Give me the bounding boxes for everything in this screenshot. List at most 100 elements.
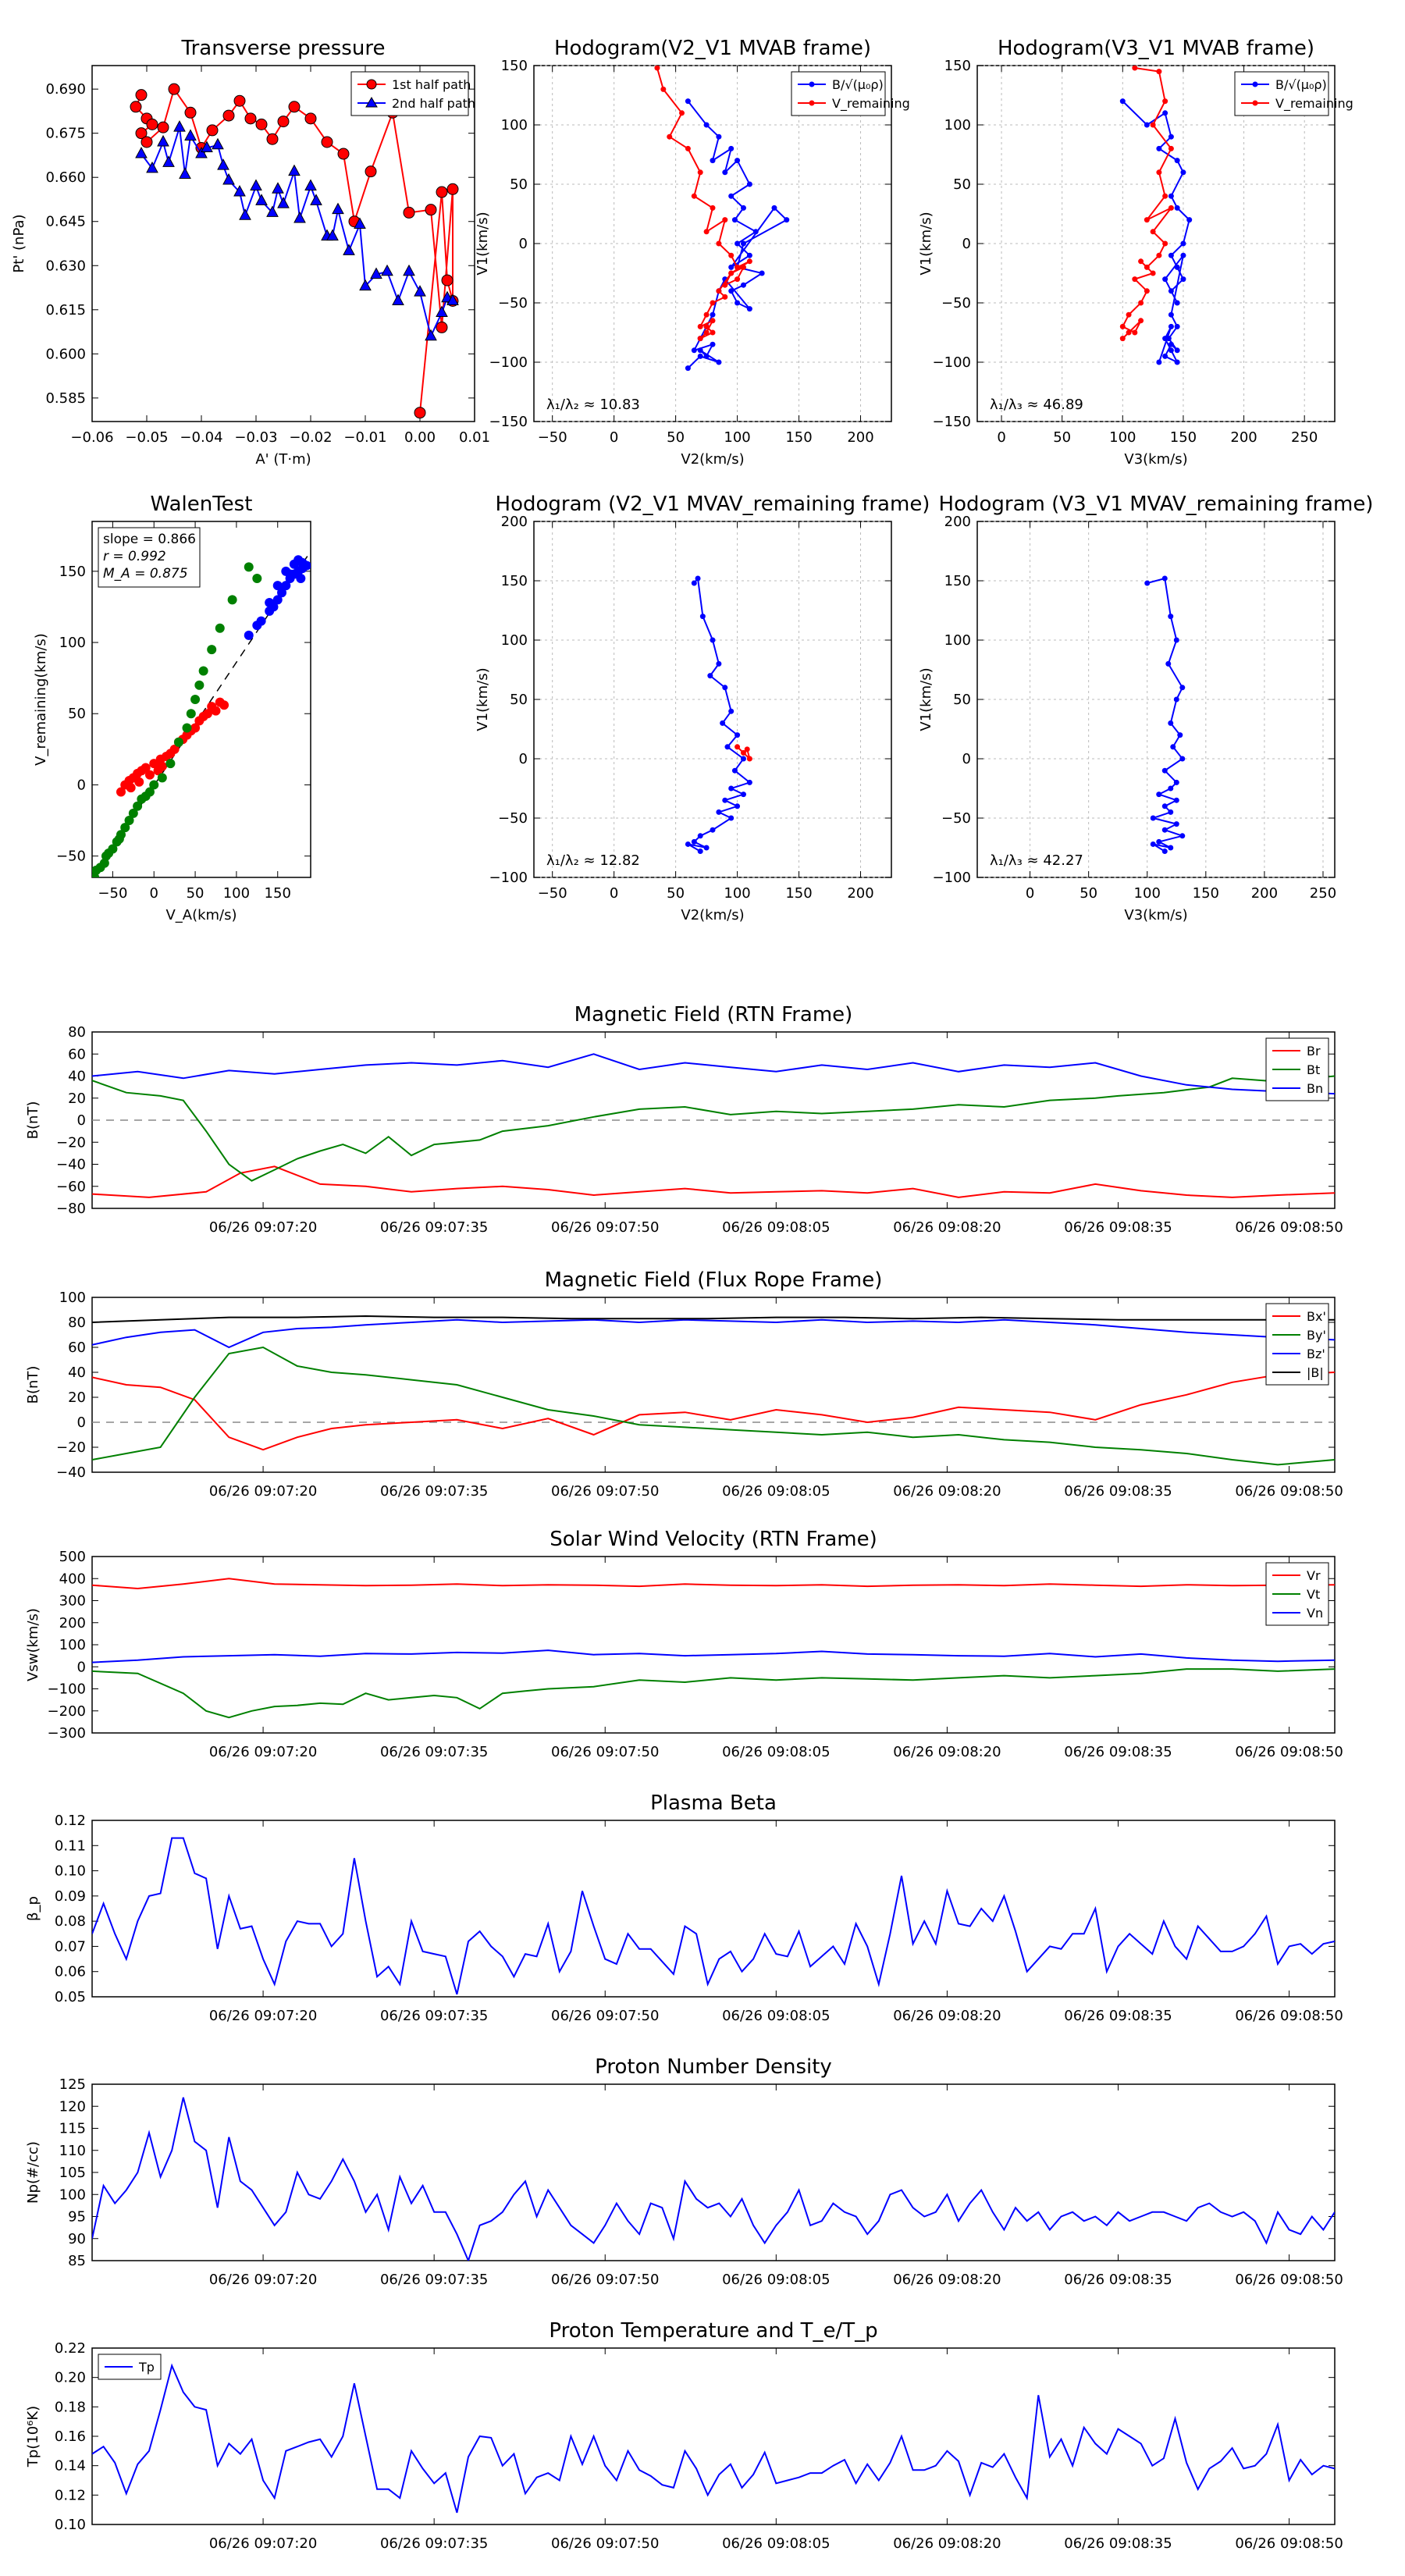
data-point-blue — [277, 583, 287, 593]
legend-label: Bn — [1307, 1081, 1323, 1096]
data-point — [710, 158, 716, 164]
series-line-Np — [92, 2097, 1335, 2261]
chart-mag_flux: Magnetic Field (Flux Rope Frame) −40 −20 0 2… — [25, 1268, 1343, 1500]
data-point — [746, 181, 752, 187]
x-tick-label: −0.03 — [234, 429, 277, 446]
data-point — [746, 779, 752, 785]
data-point — [707, 673, 713, 679]
chart-vsw: Solar Wind Velocity (RTN Frame) −300 −200 −… — [25, 1528, 1343, 1760]
x-tick-label: 06/26 09:08:35 — [1064, 2535, 1172, 2552]
eigenvalue-ratio: λ₁/λ₃ ≈ 42.27 — [990, 852, 1083, 869]
y-tick-label: 50 — [953, 176, 971, 193]
y-tick-label: −50 — [941, 810, 971, 827]
data-point — [1168, 288, 1174, 294]
data-point — [446, 183, 459, 195]
data-point — [1156, 838, 1162, 845]
y-tick-label: 0.12 — [55, 2487, 86, 2503]
data-point — [1162, 336, 1168, 342]
chart-pt: Transverse pressure 0.585 0.600 0.615 0.630 0… — [11, 37, 490, 468]
y-tick-label: 0.10 — [55, 2517, 86, 2533]
x-tick-label: 06/26 09:07:20 — [209, 1744, 317, 1760]
y-tick-label: −50 — [941, 295, 971, 311]
data-point — [1162, 98, 1168, 105]
data-point — [716, 660, 722, 667]
y-tick-label: −20 — [56, 1134, 86, 1151]
data-point — [660, 86, 667, 92]
data-point — [667, 133, 673, 140]
data-point — [1173, 637, 1179, 643]
data-point — [731, 767, 738, 774]
data-point — [697, 833, 703, 839]
data-point — [1179, 833, 1186, 839]
x-tick-label: 06/26 09:08:20 — [893, 2272, 1001, 2288]
data-point — [710, 827, 716, 833]
plot-area — [685, 575, 752, 855]
data-point — [697, 323, 703, 329]
data-point — [1132, 276, 1138, 283]
data-point — [716, 359, 722, 365]
x-tick-label: 06/26 09:08:35 — [1064, 2008, 1172, 2024]
y-tick-label: −200 — [48, 1703, 86, 1720]
data-point — [1119, 323, 1126, 329]
data-point — [703, 329, 710, 336]
data-point-green — [190, 695, 201, 704]
data-point — [184, 106, 197, 119]
data-point — [1174, 359, 1180, 365]
x-tick-label: 150 — [1170, 429, 1197, 446]
x-tick-label: −0.02 — [289, 429, 332, 446]
y-tick-label: −50 — [498, 295, 528, 311]
data-point-blue — [244, 630, 254, 640]
y-tick-label: 0.22 — [55, 2340, 86, 2357]
data-point — [1161, 849, 1168, 855]
y-tick-label: 100 — [59, 2186, 86, 2203]
legend-marker — [1252, 81, 1258, 87]
data-point — [436, 305, 448, 318]
legend-label: 1st half path — [392, 77, 471, 92]
x-tick-label: 200 — [1251, 885, 1278, 902]
series-line-Bz' — [92, 1318, 1335, 1349]
data-point-green — [182, 723, 192, 733]
chart-title: Solar Wind Velocity (RTN Frame) — [550, 1528, 877, 1551]
data-point — [1156, 69, 1162, 75]
data-point — [722, 169, 728, 176]
chart-title: Hodogram(V3_V1 MVAB frame) — [998, 37, 1314, 60]
legend-marker — [809, 100, 815, 106]
data-point — [740, 792, 746, 798]
data-point — [135, 147, 148, 158]
legend-label: Bt — [1307, 1062, 1320, 1077]
data-point — [735, 264, 741, 270]
x-tick-label: 06/26 09:07:35 — [380, 1219, 488, 1236]
x-tick-label: 100 — [223, 885, 250, 902]
data-point — [266, 205, 279, 217]
chart-title: Magnetic Field (RTN Frame) — [574, 1003, 853, 1026]
data-point — [1168, 193, 1174, 199]
x-tick-label: 06/26 09:07:50 — [551, 1219, 659, 1236]
data-point-red — [211, 706, 221, 716]
eigenvalue-ratio: λ₁/λ₃ ≈ 46.89 — [990, 397, 1083, 413]
x-tick-label: −0.01 — [343, 429, 386, 446]
y-tick-label: 60 — [68, 1340, 86, 1356]
plot-area — [92, 550, 311, 877]
data-point — [735, 803, 741, 809]
data-point-red — [219, 700, 229, 710]
y-axis-label: V1(km/s) — [475, 212, 491, 275]
data-point — [233, 94, 246, 107]
y-tick-label: −40 — [56, 1464, 86, 1481]
data-point-red — [140, 763, 151, 773]
data-point — [735, 300, 741, 306]
data-point — [1173, 779, 1179, 785]
data-point-green — [215, 623, 225, 633]
data-point — [710, 205, 716, 211]
plot-frame — [91, 2347, 1336, 2525]
data-point — [746, 306, 752, 312]
x-tick-label: −0.06 — [70, 429, 113, 446]
legend-label: Vn — [1307, 1606, 1323, 1621]
x-tick-label: 50 — [667, 885, 685, 902]
x-tick-label: 06/26 09:08:20 — [893, 2008, 1001, 2024]
x-tick-label: 06/26 09:08:35 — [1064, 1483, 1172, 1500]
plot-area — [1144, 575, 1186, 855]
ma-text: M_A = 0.875 — [103, 566, 188, 582]
x-tick-label: 06/26 09:07:50 — [551, 2535, 659, 2552]
data-point — [1150, 122, 1156, 128]
series-line-2nd half path — [140, 126, 454, 339]
